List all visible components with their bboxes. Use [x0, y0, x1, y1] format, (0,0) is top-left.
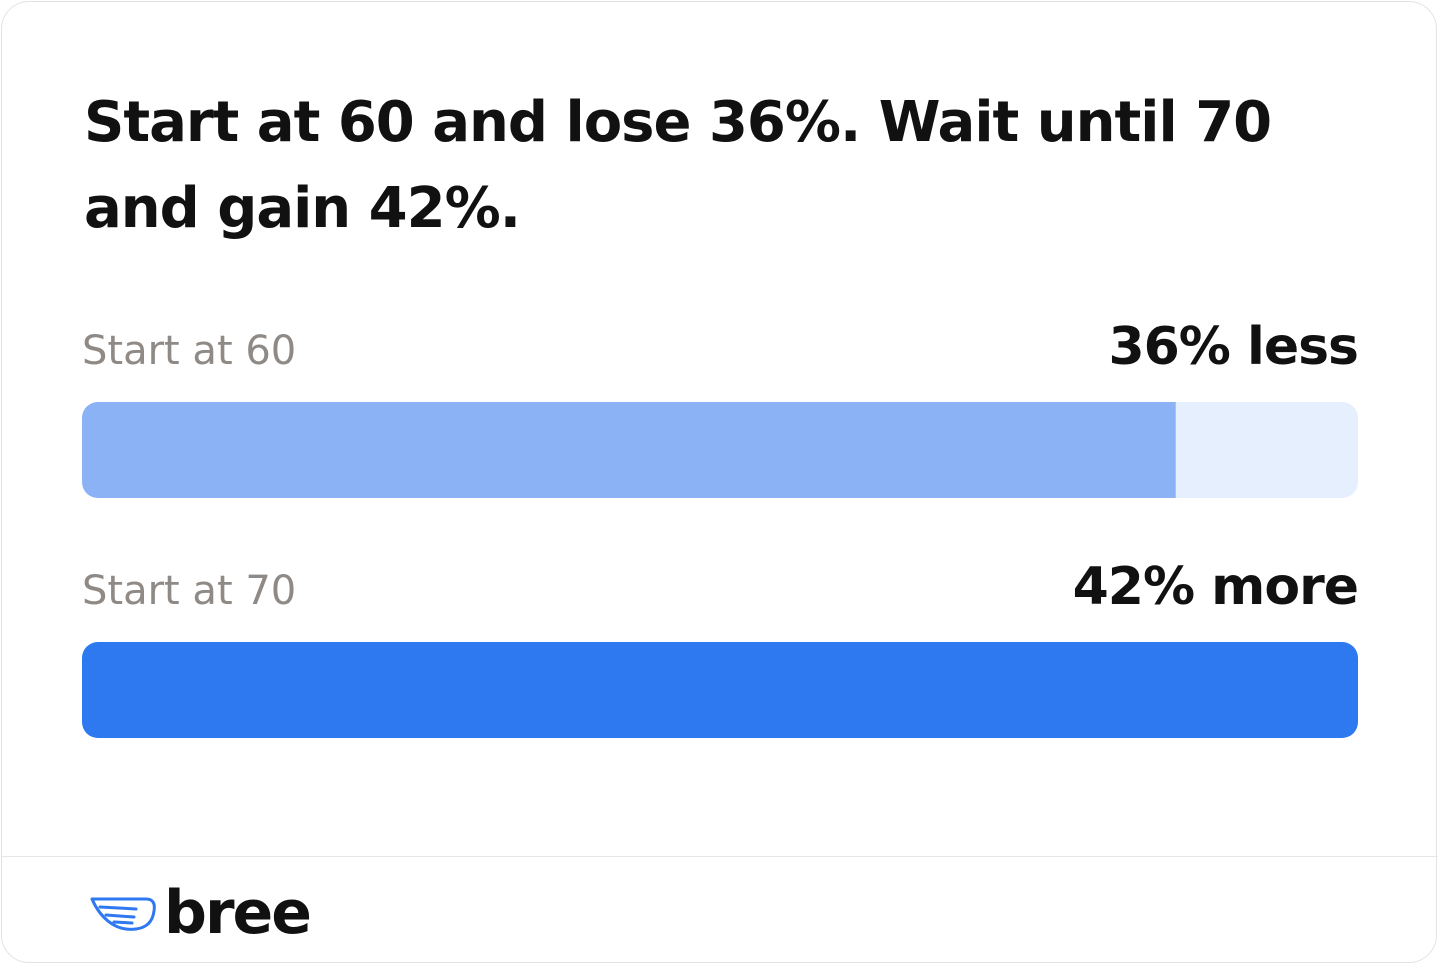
logo-text: bree	[164, 878, 312, 948]
bar-annotation: 42% more	[1073, 557, 1358, 617]
bar-annotation: 36% less	[1108, 317, 1358, 377]
bar	[82, 402, 1176, 498]
bar	[82, 642, 1358, 738]
logo-wing	[90, 897, 156, 931]
category-label: Start at 70	[82, 568, 296, 614]
logo: bree	[90, 878, 312, 948]
footer-divider	[2, 856, 1438, 857]
category-label: Start at 60	[82, 328, 296, 374]
chart-title: Start at 60 and lose 36%. Wait until 70 …	[84, 90, 1272, 241]
